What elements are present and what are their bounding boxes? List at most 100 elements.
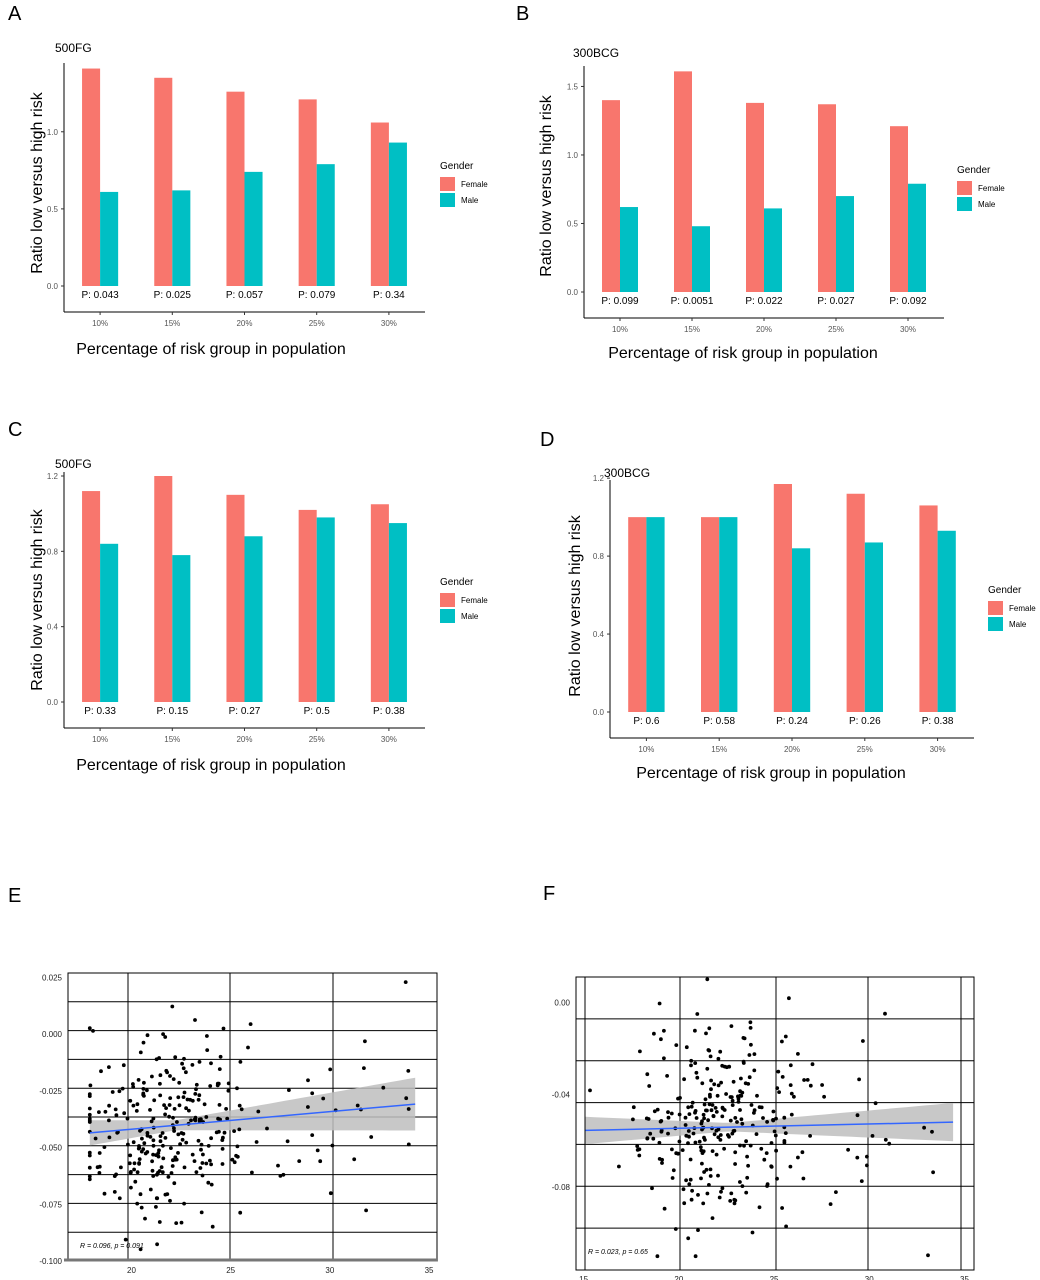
scatter-point: [682, 1201, 687, 1206]
scatter-point: [715, 1093, 720, 1098]
scatter-point: [114, 1172, 118, 1177]
scatter-point: [169, 1146, 173, 1150]
confidence-band: [585, 1103, 954, 1145]
scatter-point: [161, 1156, 166, 1161]
p-value-label: P: 0.34: [373, 290, 405, 301]
scatter-point: [865, 1154, 869, 1159]
x-tick-label: 10%: [92, 735, 108, 744]
legend-label-female: Female: [461, 180, 488, 189]
legend-swatch-male: [988, 617, 1003, 631]
scatter-point: [137, 1162, 142, 1166]
scatter-point: [173, 1055, 178, 1060]
scatter-point: [265, 1126, 269, 1131]
scatter-point: [676, 1151, 680, 1156]
scatter-point: [145, 1150, 150, 1154]
scatter-point: [741, 1061, 746, 1065]
scatter-point: [724, 1092, 728, 1096]
scatter-point: [194, 1087, 198, 1092]
scatter-point: [209, 1061, 213, 1066]
scatter-point: [254, 1140, 259, 1144]
scatter-point: [230, 1157, 235, 1162]
scatter-point: [161, 1032, 166, 1036]
bar-female-4: [298, 509, 317, 702]
scatter-point: [666, 1115, 671, 1120]
y-tick-label: 0.0: [47, 698, 59, 707]
scatter-point: [705, 1066, 710, 1071]
scatter-point: [150, 1159, 155, 1164]
bar-female-2: [154, 77, 173, 286]
scatter-point: [174, 1221, 179, 1225]
scatter-point: [637, 1153, 642, 1158]
scatter-point: [180, 1137, 185, 1142]
bar-female-3: [746, 102, 764, 292]
scatter-point: [120, 1086, 125, 1091]
scatter-point: [855, 1155, 860, 1160]
p-value-label: P: 0.0051: [671, 296, 714, 307]
scatter-point: [710, 1103, 715, 1107]
scatter-point: [141, 1147, 146, 1151]
scatter-point: [168, 1198, 172, 1203]
fit-line: [585, 1121, 954, 1132]
scatter-point: [163, 1192, 168, 1197]
scatter-point: [145, 1133, 150, 1138]
scatter-point: [99, 1069, 103, 1074]
scatter-point: [859, 1179, 864, 1183]
scatter-point: [97, 1151, 102, 1155]
x-tick-label: 20%: [236, 319, 252, 328]
legend-label-female: Female: [978, 184, 1005, 193]
scatter-point: [755, 1093, 759, 1098]
fit-line: [89, 1103, 416, 1134]
scatter-point: [141, 1091, 146, 1096]
scatter-point: [148, 1187, 153, 1192]
scatter-point: [151, 1143, 156, 1148]
bar-male-1: [620, 207, 638, 292]
scatter-point: [708, 1094, 712, 1099]
scatter-point: [772, 1129, 777, 1134]
scatter-point: [287, 1088, 291, 1092]
scatter-point: [87, 1150, 92, 1155]
scatter-point: [328, 1067, 333, 1072]
scatter-point: [769, 1141, 774, 1145]
scatter-point: [740, 1090, 745, 1095]
scatter-point: [199, 1210, 204, 1215]
scatter-point: [171, 1158, 175, 1163]
scatter-point: [681, 1187, 686, 1192]
p-value-label: P: 0.27: [229, 706, 261, 717]
scatter-point: [714, 1110, 719, 1114]
scatter-point: [138, 1192, 143, 1197]
scatter-point: [193, 1115, 198, 1120]
scatter-point: [246, 1045, 250, 1050]
scatter-point: [97, 1110, 101, 1114]
scatter-point: [190, 1063, 195, 1067]
y-tick-label: 0.000: [42, 1030, 63, 1039]
legend-swatch-male: [440, 193, 455, 207]
scatter-point: [176, 1151, 180, 1155]
bar-male-1: [100, 191, 119, 286]
scatter-point: [352, 1157, 357, 1162]
scatter-point: [693, 1028, 697, 1033]
y-tick-label: 0.5: [567, 219, 579, 228]
scatter-point: [648, 1131, 653, 1136]
scatter-point: [759, 1146, 764, 1151]
scatter-point: [702, 1116, 706, 1121]
scatter-point: [711, 1114, 716, 1118]
p-value-label: P: 0.079: [298, 290, 336, 301]
scatter-point: [748, 1020, 753, 1025]
scatter-point: [706, 1118, 710, 1123]
scatter-point: [666, 1110, 670, 1114]
scatter-point: [226, 1088, 231, 1093]
x-tick-label: 30%: [381, 319, 397, 328]
scatter-point: [635, 1144, 640, 1148]
scatter-point: [199, 1142, 204, 1147]
scatter-point: [736, 1096, 741, 1101]
scatter-point: [696, 1193, 700, 1197]
scatter-point: [665, 1074, 669, 1078]
scatter-point: [745, 1154, 749, 1159]
y-tick-label: -0.08: [552, 1183, 571, 1192]
scatter-point: [789, 1091, 794, 1096]
p-value-label: P: 0.092: [889, 296, 927, 307]
scatter-point: [237, 1103, 242, 1108]
scatter-point: [780, 1206, 784, 1210]
scatter-point: [729, 1191, 734, 1196]
scatter-point: [132, 1161, 137, 1166]
